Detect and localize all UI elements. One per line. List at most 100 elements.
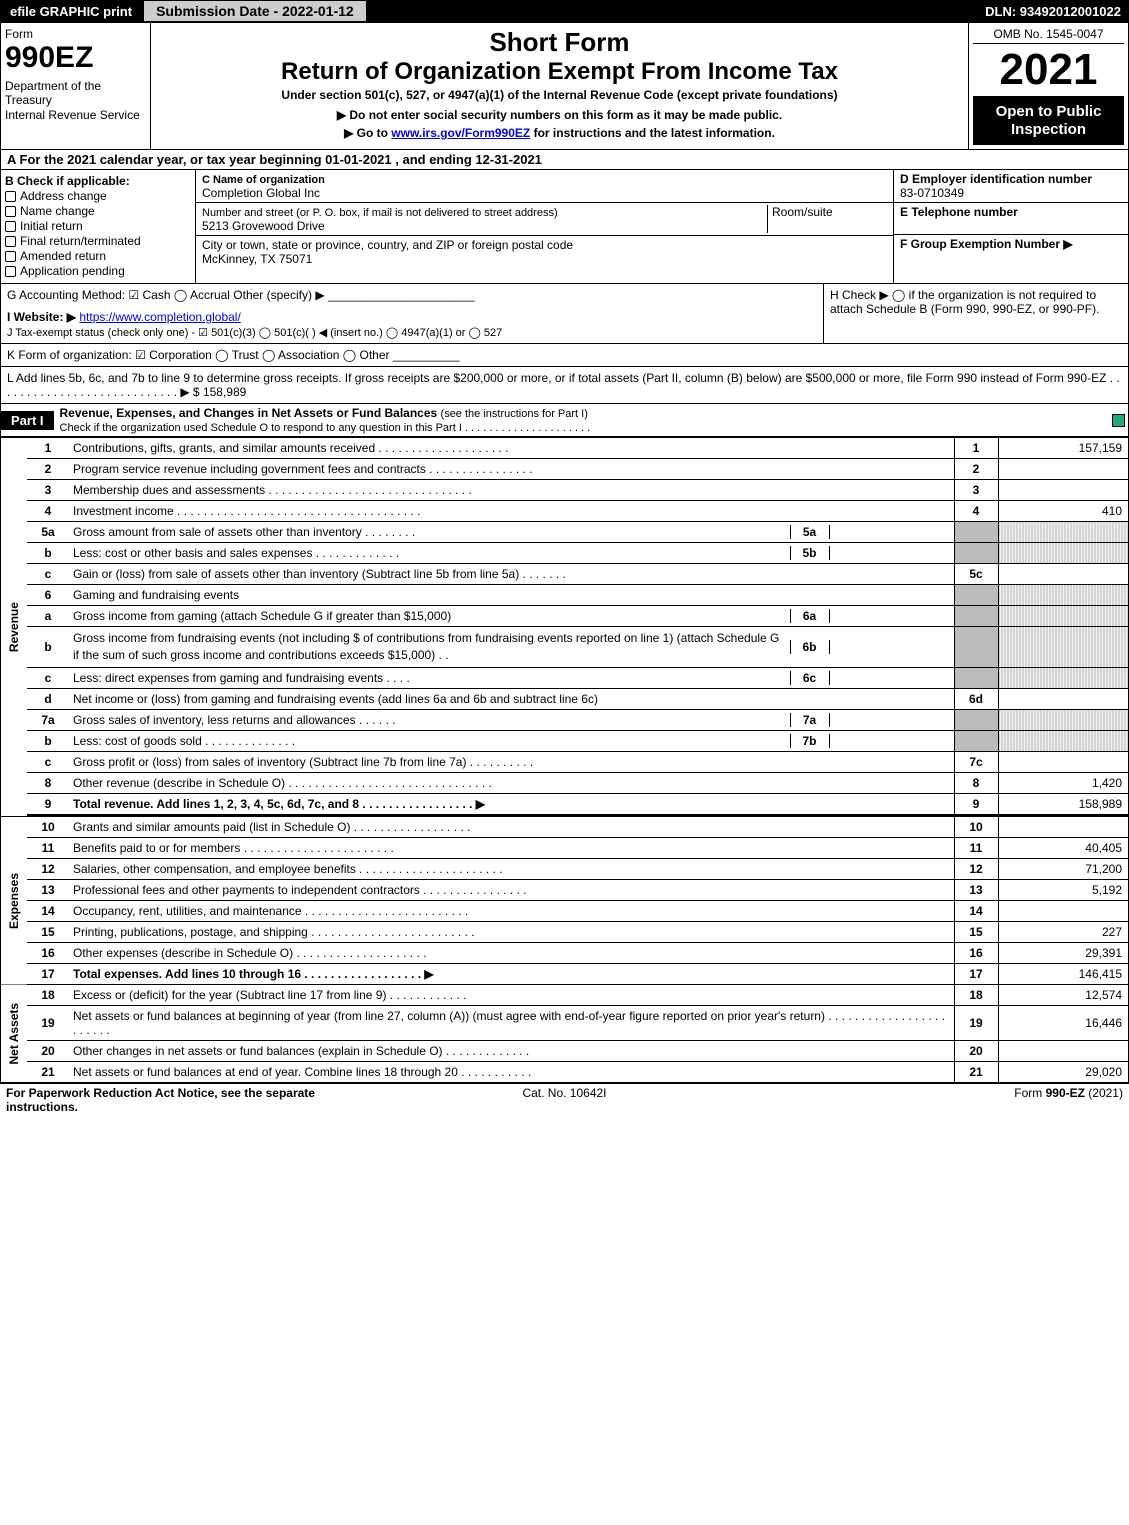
- part-i-header: Part I Revenue, Expenses, and Changes in…: [1, 404, 1128, 437]
- section-l: L Add lines 5b, 6c, and 7b to line 9 to …: [1, 367, 1128, 404]
- website-link[interactable]: https://www.completion.global/: [79, 310, 240, 324]
- revenue-side-label: Revenue: [1, 438, 27, 817]
- street-label: Number and street (or P. O. box, if mail…: [202, 207, 558, 219]
- chk-address-change[interactable]: Address change: [5, 189, 191, 203]
- line-ref: 1: [954, 438, 998, 459]
- footer-form-pre: Form: [1014, 1086, 1045, 1100]
- chk-initial-return[interactable]: Initial return: [5, 219, 191, 233]
- line-ref: 21: [954, 1062, 998, 1083]
- line-19: 19Net assets or fund balances at beginni…: [1, 1006, 1128, 1041]
- line-5c: cGain or (loss) from sale of assets othe…: [1, 564, 1128, 585]
- line-ref: [954, 543, 998, 564]
- department-label: Department of the Treasury Internal Reve…: [5, 79, 146, 122]
- line-desc: Total expenses. Add lines 10 through 16 …: [69, 964, 954, 985]
- line-desc: Gain or (loss) from sale of assets other…: [69, 564, 954, 585]
- section-a: A For the 2021 calendar year, or tax yea…: [1, 150, 1128, 170]
- line-value: [998, 667, 1128, 688]
- chk-amended-return[interactable]: Amended return: [5, 249, 191, 263]
- form-id-block: Form 990EZ Department of the Treasury In…: [1, 23, 151, 149]
- top-bar: efile GRAPHIC print Submission Date - 20…: [0, 0, 1129, 22]
- line-desc: Investment income . . . . . . . . . . . …: [69, 501, 954, 522]
- line-value: 227: [998, 922, 1128, 943]
- line-mid-ref: 6a: [790, 609, 830, 623]
- line-ref: [954, 627, 998, 668]
- ein-value: 83-0710349: [900, 186, 964, 200]
- line-ref: 19: [954, 1006, 998, 1041]
- line-desc: Occupancy, rent, utilities, and maintena…: [69, 901, 954, 922]
- line-7c: cGross profit or (loss) from sales of in…: [1, 751, 1128, 772]
- line-6a: a Gross income from gaming (attach Sched…: [1, 606, 1128, 627]
- accounting-method: G Accounting Method: ☑ Cash ◯ Accrual Ot…: [7, 288, 817, 302]
- line-desc: Salaries, other compensation, and employ…: [69, 859, 954, 880]
- section-k: K Form of organization: ☑ Corporation ◯ …: [1, 344, 1128, 367]
- chk-label: Initial return: [20, 219, 83, 233]
- form-number: 990EZ: [5, 43, 146, 73]
- line-16: 16Other expenses (describe in Schedule O…: [1, 943, 1128, 964]
- chk-name-change[interactable]: Name change: [5, 204, 191, 218]
- line-20: 20Other changes in net assets or fund ba…: [1, 1041, 1128, 1062]
- line-desc: Grants and similar amounts paid (list in…: [69, 817, 954, 838]
- line-ref: 17: [954, 964, 998, 985]
- line-7b: b Less: cost of goods sold . . . . . . .…: [1, 730, 1128, 751]
- line-9: 9Total revenue. Add lines 1, 2, 3, 4, 5c…: [1, 793, 1128, 815]
- line-15: 15Printing, publications, postage, and s…: [1, 922, 1128, 943]
- tax-year: 2021: [973, 46, 1124, 97]
- line-ref: 4: [954, 501, 998, 522]
- part-i-sub: Check if the organization used Schedule …: [60, 422, 591, 434]
- checkbox-icon: [5, 266, 16, 277]
- chk-label: Amended return: [20, 249, 106, 263]
- org-info-block: B Check if applicable: Address change Na…: [1, 170, 1128, 284]
- line-ref: 11: [954, 838, 998, 859]
- part-i-badge: Part I: [1, 411, 54, 430]
- checkbox-icon: [5, 236, 16, 247]
- line-ref: 14: [954, 901, 998, 922]
- line-value: [998, 751, 1128, 772]
- catalog-number: Cat. No. 10642I: [378, 1086, 750, 1114]
- line-value: [998, 1041, 1128, 1062]
- line-5a: 5a Gross amount from sale of assets othe…: [1, 522, 1128, 543]
- dln: DLN: 93492012001022: [977, 4, 1129, 19]
- line-17: 17Total expenses. Add lines 10 through 1…: [1, 964, 1128, 985]
- street-value: 5213 Grovewood Drive: [202, 219, 325, 233]
- line-desc: Net income or (loss) from gaming and fun…: [69, 688, 954, 709]
- line-desc: Gross amount from sale of assets other t…: [73, 525, 790, 539]
- line-value: 12,574: [998, 985, 1128, 1006]
- goto-pre: ▶ Go to: [344, 126, 391, 140]
- line-value: 5,192: [998, 880, 1128, 901]
- line-desc: Less: cost of goods sold . . . . . . . .…: [73, 734, 790, 748]
- chk-application-pending[interactable]: Application pending: [5, 264, 191, 278]
- line-desc: Gross profit or (loss) from sales of inv…: [69, 751, 954, 772]
- line-ref: [954, 585, 998, 606]
- section-b-title: B Check if applicable:: [5, 174, 191, 188]
- chk-label: Application pending: [20, 264, 125, 278]
- irs-link[interactable]: www.irs.gov/Form990EZ: [391, 126, 530, 140]
- line-ref: 3: [954, 480, 998, 501]
- line-ref: 8: [954, 772, 998, 793]
- ein-label: D Employer identification number: [900, 172, 1092, 186]
- line-ref: [954, 606, 998, 627]
- line-ref: 7c: [954, 751, 998, 772]
- chk-label: Address change: [20, 189, 107, 203]
- line-6d: dNet income or (loss) from gaming and fu…: [1, 688, 1128, 709]
- line-desc: Other revenue (describe in Schedule O) .…: [69, 772, 954, 793]
- short-form-title: Short Form: [157, 27, 962, 58]
- line-value: 40,405: [998, 838, 1128, 859]
- line-mid-ref: 7a: [790, 713, 830, 727]
- line-ref: 16: [954, 943, 998, 964]
- line-2: 2Program service revenue including gover…: [1, 459, 1128, 480]
- chk-final-return[interactable]: Final return/terminated: [5, 234, 191, 248]
- line-mid-ref: 6b: [790, 640, 830, 654]
- part-i-paren: (see the instructions for Part I): [441, 408, 588, 420]
- line-5b: b Less: cost or other basis and sales ex…: [1, 543, 1128, 564]
- line-ref: [954, 730, 998, 751]
- line-desc: Total revenue. Add lines 1, 2, 3, 4, 5c,…: [69, 793, 954, 815]
- line-value: 29,020: [998, 1062, 1128, 1083]
- line-value: [998, 730, 1128, 751]
- line-ref: 20: [954, 1041, 998, 1062]
- tax-exempt-status: J Tax-exempt status (check only one) - ☑…: [7, 326, 817, 339]
- efile-link[interactable]: efile GRAPHIC print: [0, 4, 142, 19]
- submission-date: Submission Date - 2022-01-12: [142, 1, 368, 21]
- line-desc: Other changes in net assets or fund bala…: [69, 1041, 954, 1062]
- website-label: I Website: ▶: [7, 310, 76, 324]
- line-desc: Net assets or fund balances at end of ye…: [69, 1062, 954, 1083]
